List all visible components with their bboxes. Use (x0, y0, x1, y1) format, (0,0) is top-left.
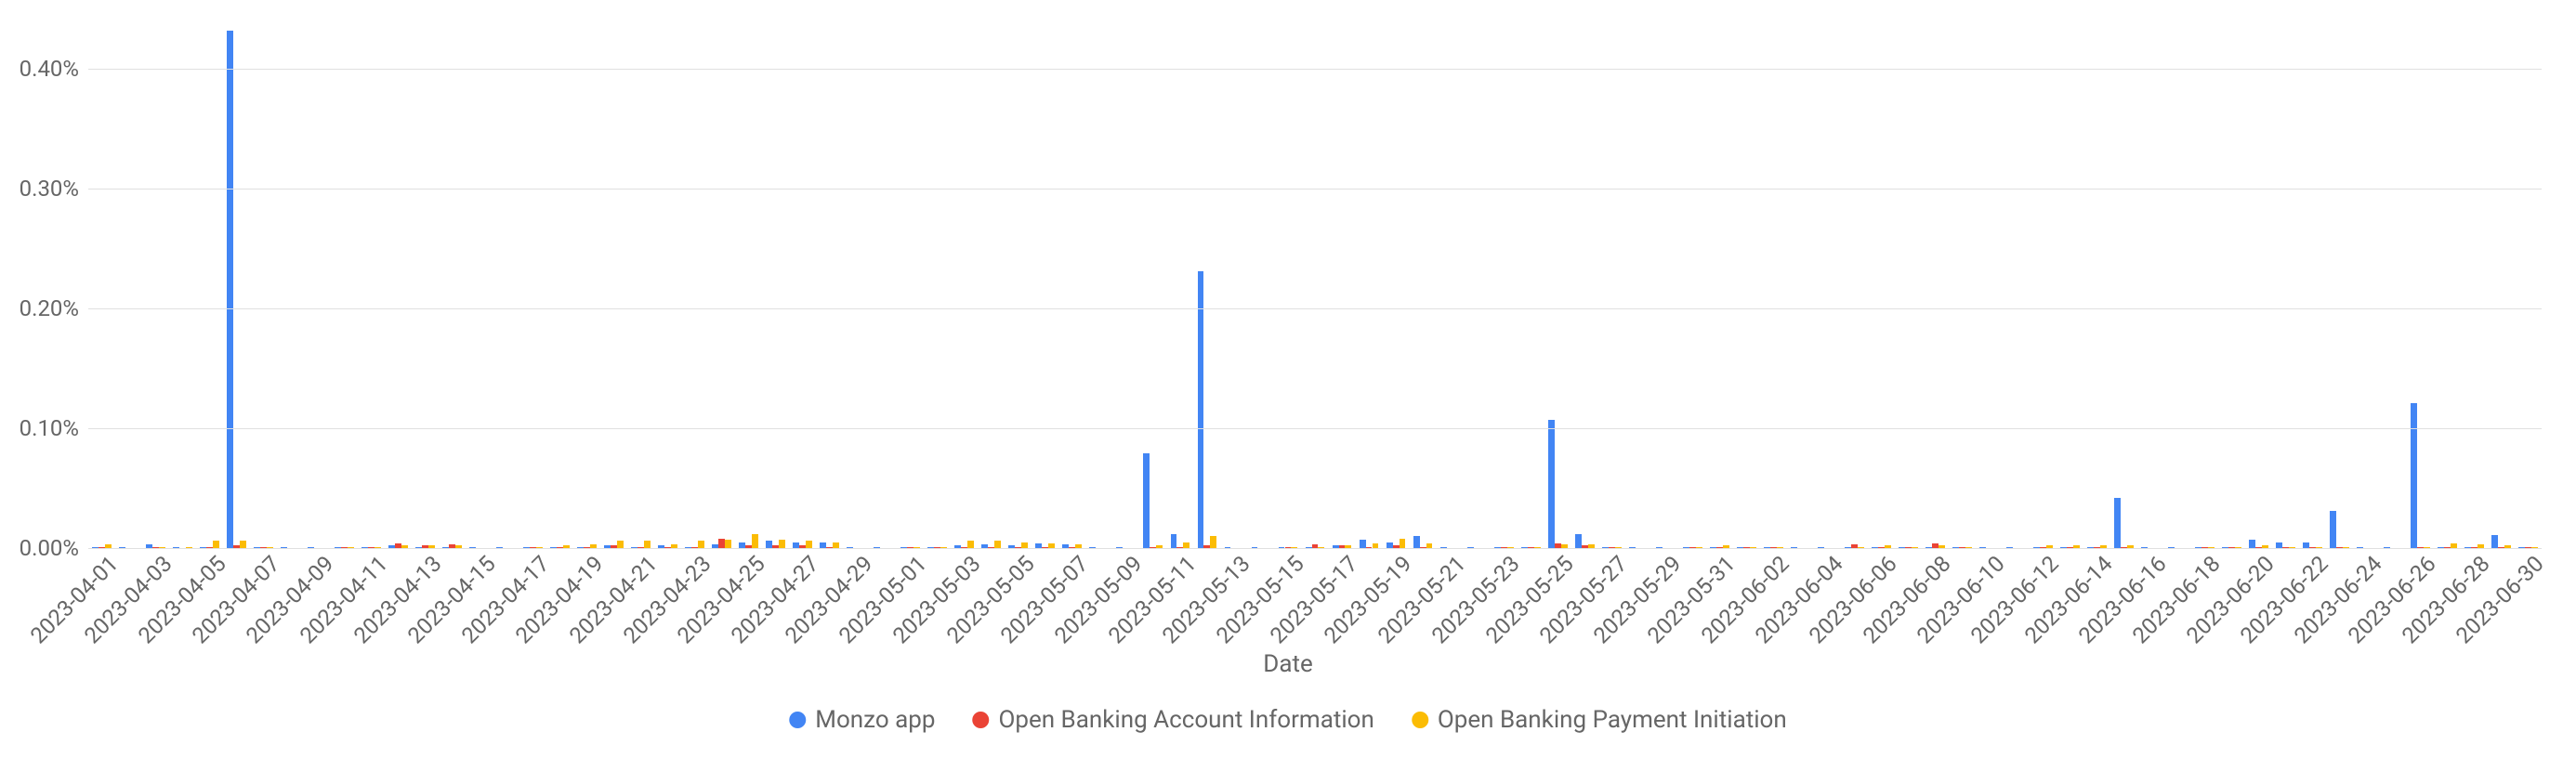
bar (698, 541, 704, 548)
bar (967, 541, 974, 548)
bar (240, 541, 246, 548)
bar (806, 541, 812, 548)
bar (2330, 511, 2336, 548)
y-tick-label: 0.20% (20, 295, 88, 321)
legend-label: Open Banking Payment Initiation (1438, 706, 1787, 734)
gridline (88, 308, 2542, 309)
bar (1548, 420, 1555, 548)
gridline (88, 428, 2542, 429)
legend-swatch (1412, 712, 1428, 728)
legend: Monzo app Open Banking Account Informatio… (789, 706, 1786, 734)
bar (1210, 536, 1216, 548)
bar (644, 541, 651, 548)
legend-label: Monzo app (815, 706, 935, 734)
legend-item[interactable]: Monzo app (789, 706, 935, 734)
bars-layer (88, 9, 2542, 548)
x-axis-title: Date (1263, 650, 1313, 678)
legend-item[interactable]: Open Banking Payment Initiation (1412, 706, 1787, 734)
legend-label: Open Banking Account Information (998, 706, 1373, 734)
bar (725, 540, 731, 548)
y-tick-label: 0.30% (20, 176, 88, 202)
bar (1575, 534, 1582, 548)
bar (2249, 540, 2255, 548)
bar (1400, 539, 1406, 548)
gridline (88, 69, 2542, 70)
legend-item[interactable]: Open Banking Account Information (972, 706, 1373, 734)
bar (1413, 536, 1420, 548)
legend-swatch (972, 712, 989, 728)
bar (752, 534, 758, 548)
bar (2114, 498, 2121, 548)
bar (227, 31, 233, 548)
bar (1143, 453, 1150, 548)
y-tick-label: 0.10% (20, 415, 88, 441)
bar (766, 541, 772, 548)
bar (2491, 535, 2498, 548)
legend-swatch (789, 712, 806, 728)
bar (779, 540, 785, 548)
chart-container: 0.00%0.10%0.20%0.30%0.40%2023-04-012023-… (0, 0, 2576, 771)
bar (718, 539, 725, 548)
bar (2411, 403, 2417, 548)
bar (1198, 271, 1204, 548)
gridline (88, 548, 2542, 549)
bar (1171, 534, 1177, 548)
bar (213, 541, 219, 548)
bar (1360, 540, 1366, 548)
bar (617, 541, 624, 548)
plot-area: 0.00%0.10%0.20%0.30%0.40%2023-04-012023-… (88, 9, 2542, 548)
y-tick-label: 0.40% (20, 56, 88, 82)
y-tick-label: 0.00% (20, 535, 88, 561)
bar (994, 541, 1001, 548)
